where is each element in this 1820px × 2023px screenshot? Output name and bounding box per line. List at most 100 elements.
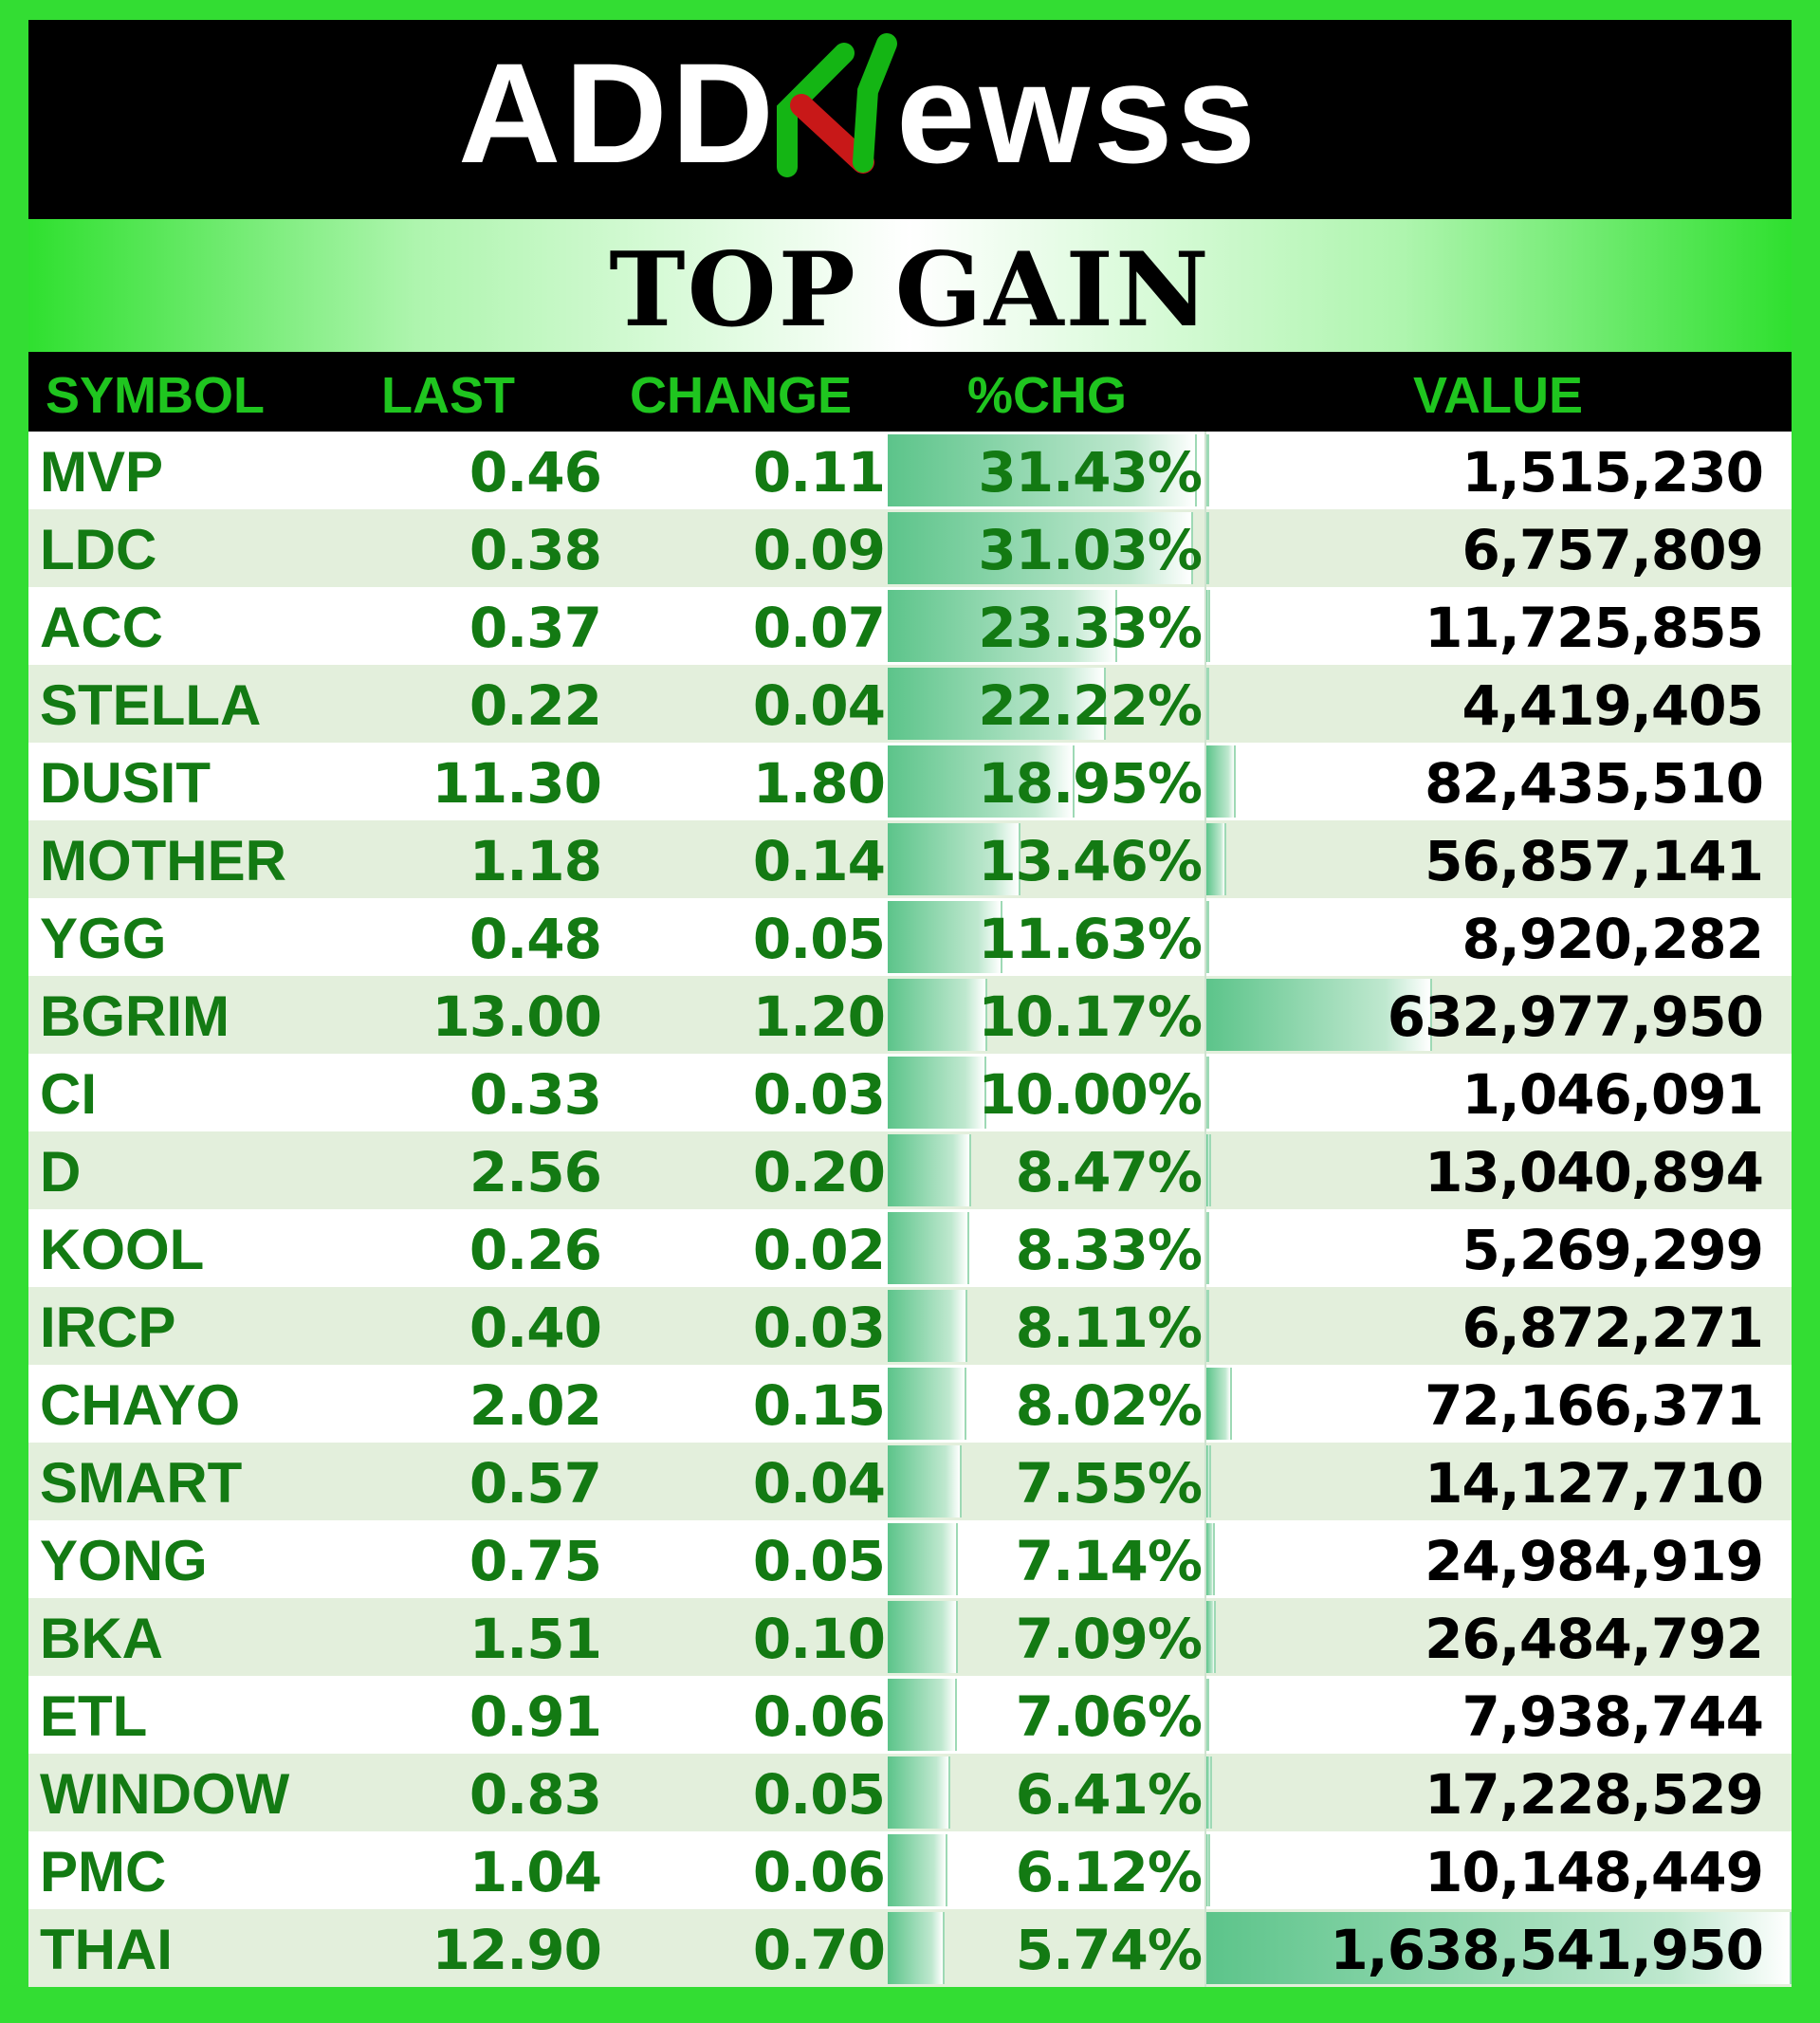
value-cell: 56,857,141 <box>1425 829 1764 893</box>
table-row: MVP 0.46 0.11 31.43% 1,515,230 <box>28 432 1792 509</box>
value-cell: 72,166,371 <box>1425 1373 1764 1438</box>
value-bar <box>1206 512 1209 584</box>
pct-change-cell: 8.02% <box>1015 1373 1203 1438</box>
column-divider <box>1204 1909 1206 1987</box>
table-row: CHAYO 2.02 0.15 8.02% 72,166,371 <box>28 1365 1792 1443</box>
pct-change-cell: 6.41% <box>1015 1762 1203 1827</box>
change-cell: 0.11 <box>752 440 886 505</box>
value-cell: 10,148,449 <box>1425 1840 1764 1904</box>
last-price-cell: 2.02 <box>469 1373 602 1438</box>
table-row: DUSIT 11.30 1.80 18.95% 82,435,510 <box>28 743 1792 820</box>
last-price-cell: 2.56 <box>469 1140 602 1205</box>
value-bar <box>1206 1601 1216 1673</box>
pct-change-bar <box>888 1212 969 1284</box>
table-row: MOTHER 1.18 0.14 13.46% 56,857,141 <box>28 820 1792 898</box>
change-cell: 0.70 <box>752 1918 886 1982</box>
pct-change-cell: 11.63% <box>978 907 1203 971</box>
table-row: THAI 12.90 0.70 5.74% 1,638,541,950 <box>28 1909 1792 1987</box>
column-divider <box>1204 1443 1206 1520</box>
symbol-cell: WINDOW <box>40 1762 290 1826</box>
last-price-cell: 0.38 <box>469 518 602 582</box>
column-divider <box>1204 743 1206 820</box>
change-cell: 0.09 <box>752 518 886 582</box>
value-cell: 632,977,950 <box>1387 984 1764 1049</box>
gainers-table: MVP 0.46 0.11 31.43% 1,515,230 LDC 0.38 0.09 31.… <box>28 432 1792 1987</box>
column-divider <box>1204 1520 1206 1598</box>
pct-change-cell: 8.47% <box>1015 1140 1203 1205</box>
table-row: BGRIM 13.00 1.20 10.17% 632,977,950 <box>28 976 1792 1054</box>
header-change: CHANGE <box>630 367 853 424</box>
column-divider <box>1204 587 1206 665</box>
value-bar <box>1206 1756 1212 1829</box>
pct-change-cell: 7.06% <box>1015 1684 1203 1749</box>
value-bar <box>1206 668 1209 740</box>
symbol-cell: PMC <box>40 1840 167 1903</box>
table-row: BKA 1.51 0.10 7.09% 26,484,792 <box>28 1598 1792 1676</box>
value-bar <box>1206 434 1209 506</box>
value-bar <box>1206 1368 1232 1440</box>
table-row: WINDOW 0.83 0.05 6.41% 17,228,529 <box>28 1754 1792 1831</box>
pct-change-bar <box>888 901 1002 973</box>
table-header: SYMBOL LAST CHANGE %CHG VALUE <box>28 352 1792 432</box>
pct-change-cell: 31.03% <box>978 518 1203 582</box>
change-cell: 0.15 <box>752 1373 886 1438</box>
table-row: KOOL 0.26 0.02 8.33% 5,269,299 <box>28 1209 1792 1287</box>
pct-change-cell: 8.11% <box>1015 1296 1203 1360</box>
pct-change-cell: 18.95% <box>978 751 1203 816</box>
symbol-cell: YONG <box>40 1529 208 1592</box>
change-cell: 0.14 <box>752 829 886 893</box>
value-cell: 13,040,894 <box>1425 1140 1764 1205</box>
symbol-cell: DUSIT <box>40 751 211 815</box>
pct-change-cell: 13.46% <box>978 829 1203 893</box>
last-price-cell: 0.57 <box>469 1451 602 1516</box>
symbol-cell: MVP <box>40 440 164 504</box>
symbol-cell: MOTHER <box>40 829 286 892</box>
pct-change-cell: 22.22% <box>978 673 1203 738</box>
pct-change-bar <box>888 512 1193 584</box>
column-divider <box>1204 1054 1206 1131</box>
pct-change-cell: 8.33% <box>1015 1218 1203 1282</box>
value-cell: 7,938,744 <box>1462 1684 1764 1749</box>
pct-change-bar <box>888 1834 947 1906</box>
last-price-cell: 1.51 <box>469 1607 602 1671</box>
symbol-cell: STELLA <box>40 673 262 737</box>
symbol-cell: BKA <box>40 1607 163 1670</box>
value-cell: 6,757,809 <box>1462 518 1764 582</box>
change-cell: 0.10 <box>752 1607 886 1671</box>
table-row: YONG 0.75 0.05 7.14% 24,984,919 <box>28 1520 1792 1598</box>
table-row: CI 0.33 0.03 10.00% 1,046,091 <box>28 1054 1792 1131</box>
table-row: ETL 0.91 0.06 7.06% 7,938,744 <box>28 1676 1792 1754</box>
value-bar <box>1206 1212 1209 1284</box>
value-cell: 8,920,282 <box>1462 907 1764 971</box>
change-cell: 0.05 <box>752 907 886 971</box>
pct-change-cell: 7.14% <box>1015 1529 1203 1593</box>
symbol-cell: CI <box>40 1062 97 1126</box>
table-row: D 2.56 0.20 8.47% 13,040,894 <box>28 1131 1792 1209</box>
symbol-cell: YGG <box>40 907 167 970</box>
column-divider <box>1204 1598 1206 1676</box>
value-cell: 6,872,271 <box>1462 1296 1764 1360</box>
last-price-cell: 13.00 <box>432 984 602 1049</box>
pct-change-bar <box>888 1134 971 1206</box>
value-bar <box>1206 1445 1211 1517</box>
column-divider <box>1204 820 1206 898</box>
change-cell: 0.05 <box>752 1529 886 1593</box>
pct-change-bar <box>888 1290 967 1362</box>
value-cell: 17,228,529 <box>1425 1762 1764 1827</box>
value-cell: 1,515,230 <box>1462 440 1764 505</box>
header-pct-change: %CHG <box>967 367 1128 424</box>
value-bar <box>1206 823 1226 895</box>
page-title: TOP GAIN <box>609 230 1211 350</box>
pct-change-bar <box>888 434 1197 506</box>
pct-change-cell: 10.00% <box>978 1062 1203 1127</box>
symbol-cell: LDC <box>40 518 157 581</box>
pct-change-bar <box>888 823 1020 895</box>
addnewss-logo: ADD ewss <box>458 33 1256 193</box>
last-price-cell: 0.91 <box>469 1684 602 1749</box>
column-divider <box>1204 1831 1206 1909</box>
change-cell: 0.02 <box>752 1218 886 1282</box>
change-cell: 0.04 <box>752 1451 886 1516</box>
pct-change-bar <box>888 1523 958 1595</box>
last-price-cell: 0.33 <box>469 1062 602 1127</box>
pct-change-cell: 10.17% <box>978 984 1203 1049</box>
